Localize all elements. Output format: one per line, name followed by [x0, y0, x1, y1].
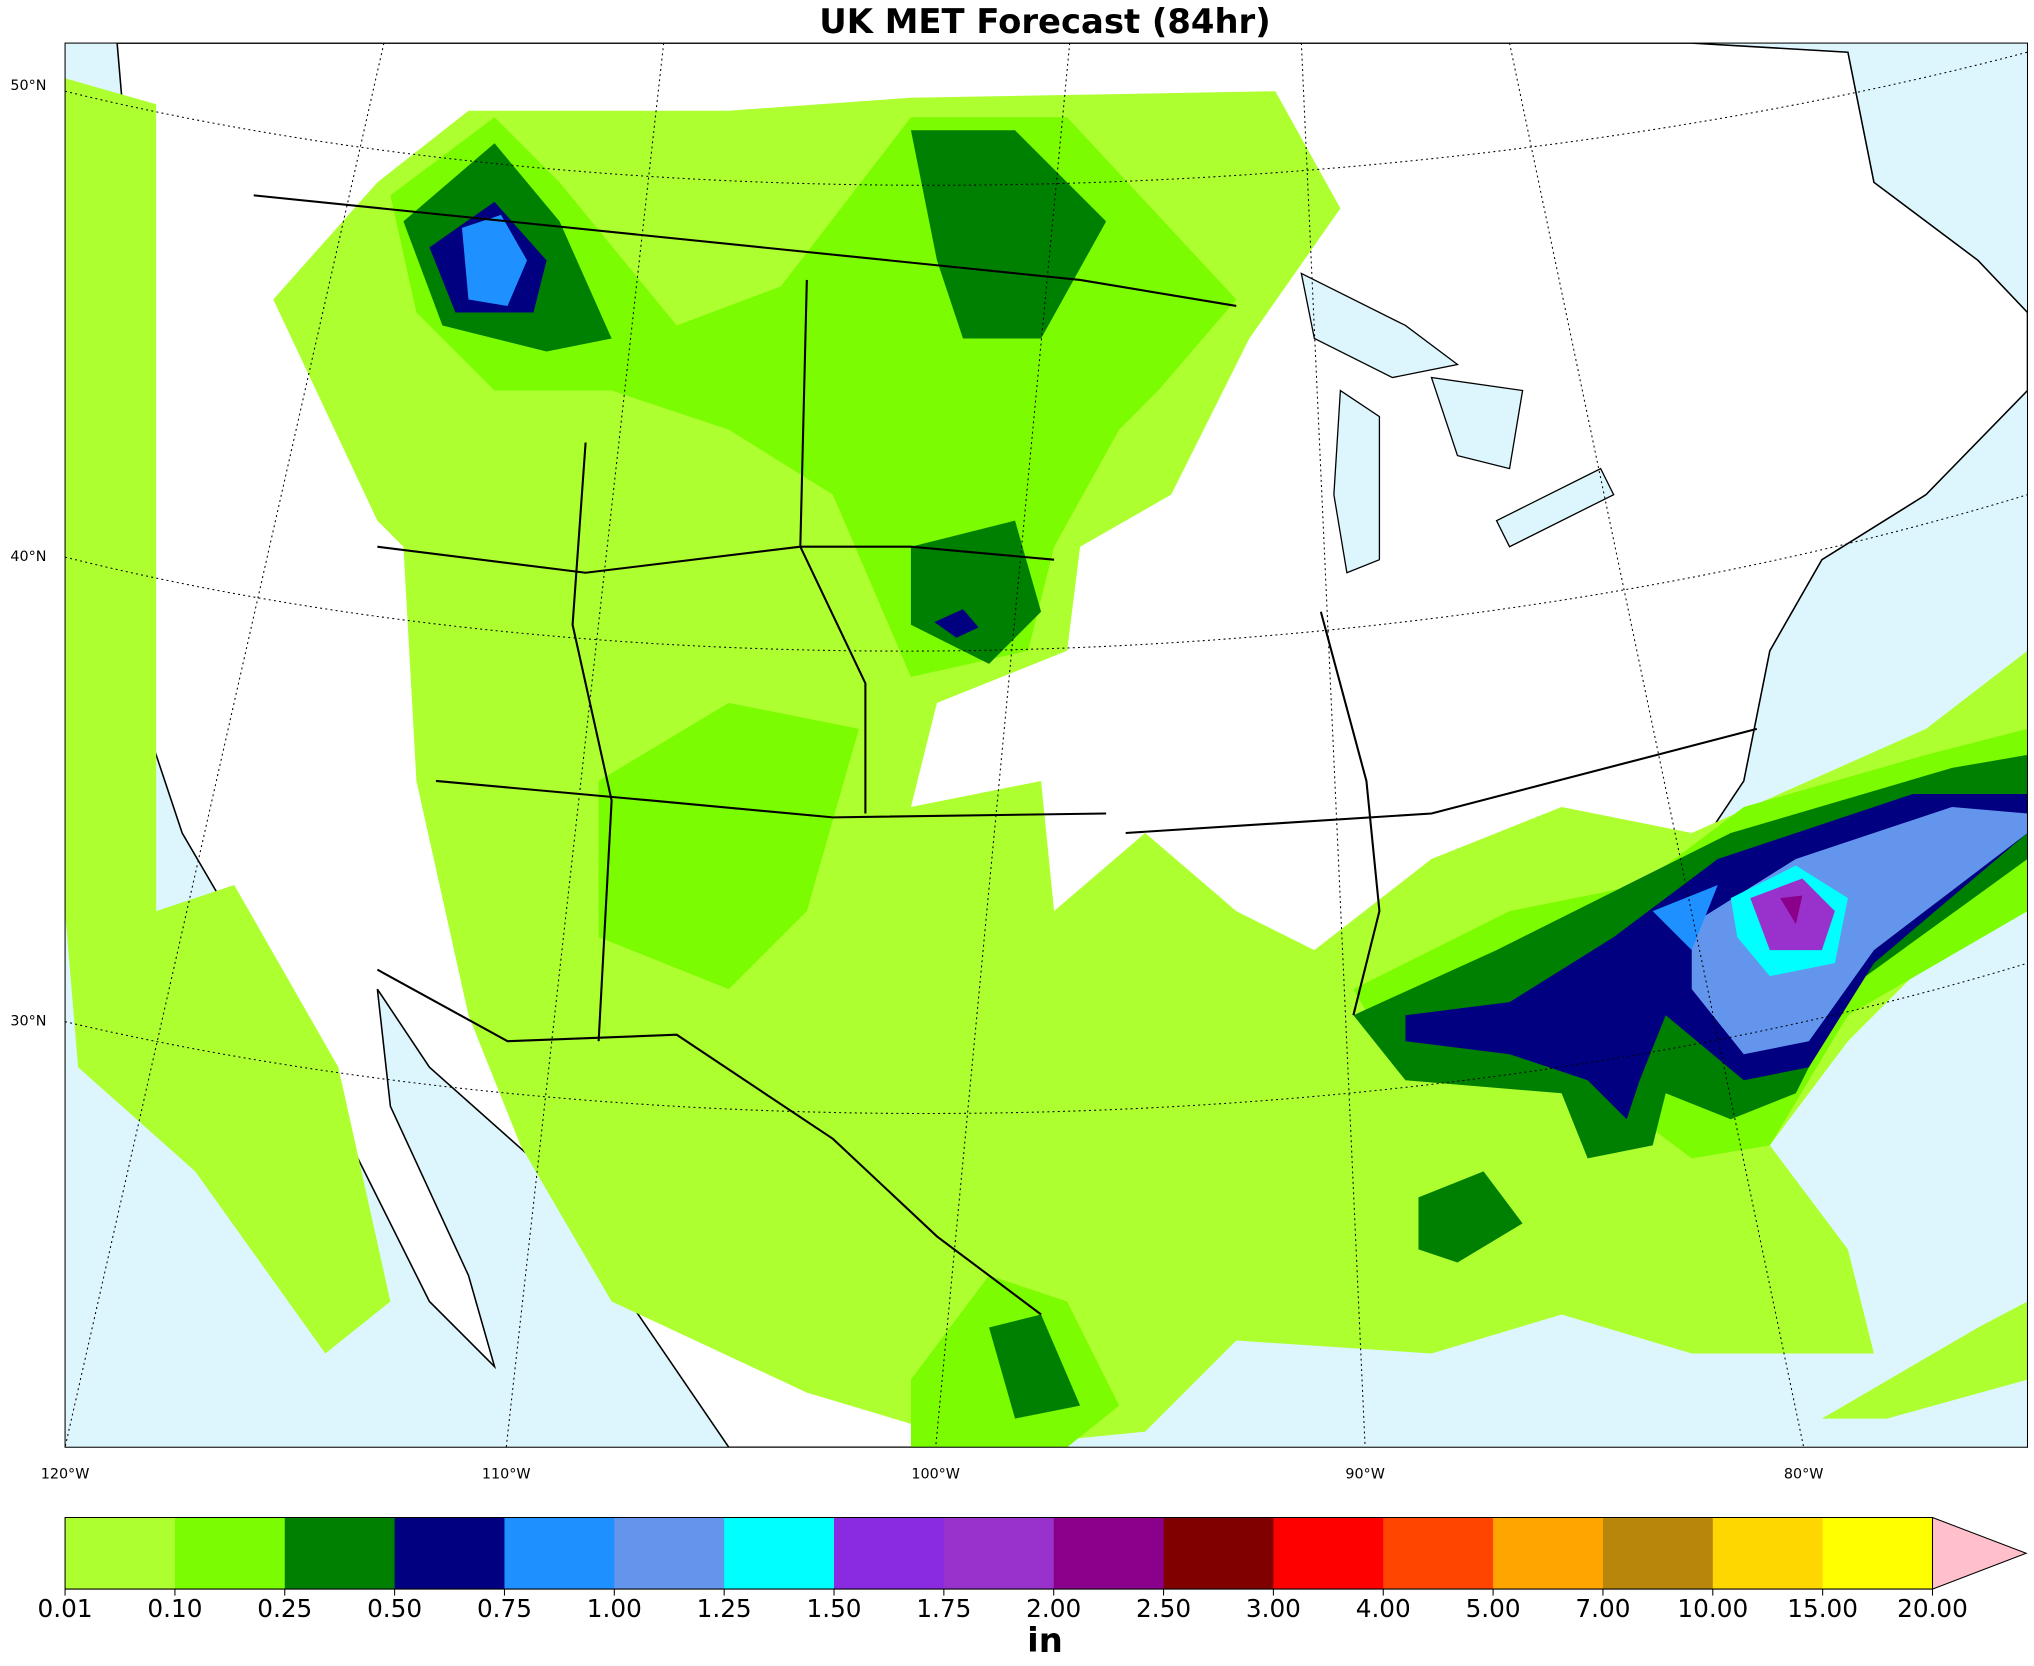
colorbar-tick-label: 0.75	[477, 1594, 532, 1623]
colorbar-bin	[1053, 1517, 1164, 1590]
colorbar-tick-label: 1.50	[806, 1594, 861, 1623]
lon-label: 80°W	[1784, 1467, 1823, 1483]
colorbar-tick-label: 0.25	[257, 1594, 312, 1623]
colorbar-extend	[1931, 1516, 2028, 1590]
colorbar-bin	[834, 1517, 945, 1590]
colorbar-tick-label: 10.00	[1677, 1594, 1748, 1623]
colorbar-tick-label: 15.00	[1787, 1594, 1858, 1623]
colorbar-bin	[614, 1517, 725, 1590]
colorbar-bin	[1822, 1517, 1933, 1590]
map-frame	[64, 42, 2029, 1448]
lat-label: 50°N	[10, 78, 46, 94]
colorbar-bin	[1273, 1517, 1384, 1590]
colorbar-bin	[1712, 1517, 1824, 1590]
colorbar-tick-label: 0.10	[147, 1594, 202, 1623]
colorbar-bin	[943, 1517, 1055, 1590]
precipitation	[65, 78, 2028, 1448]
colorbar: 0.01 0.10 0.25 0.50 0.75 1.00 1.25 1.50 1.75 2.00…	[38, 1516, 2028, 1623]
lat-label: 30°N	[10, 1014, 46, 1030]
colorbar-bin	[724, 1517, 835, 1590]
colorbar-unit: in	[1027, 1621, 1063, 1660]
colorbar-tick-label: 20.00	[1897, 1594, 1968, 1623]
colorbar-tick-label: 2.00	[1026, 1594, 1081, 1623]
lon-label: 90°W	[1345, 1467, 1384, 1483]
map: 50°N 40°N 30°N 120°W 110°W 100°W 90°W 80…	[10, 42, 2029, 1483]
colorbar-bin	[1493, 1517, 1604, 1590]
graticule	[65, 43, 2028, 1448]
colorbar-tick-label: 0.01	[38, 1594, 93, 1623]
borders	[253, 194, 1758, 1316]
lon-label: 100°W	[911, 1467, 960, 1483]
colorbar-bin	[1163, 1517, 1274, 1590]
colorbar-tick-label: 1.00	[587, 1594, 642, 1623]
colorbar-bin	[394, 1517, 505, 1590]
colorbar-bin	[1602, 1517, 1714, 1590]
colorbar-tick-label: 2.50	[1136, 1594, 1191, 1623]
colorbar-bin	[504, 1517, 615, 1590]
colorbar-bin	[174, 1517, 286, 1590]
lon-label: 110°W	[482, 1467, 531, 1483]
lon-label: 120°W	[41, 1467, 90, 1483]
colorbar-tick-label: 0.50	[367, 1594, 422, 1623]
colorbar-tick-label: 3.00	[1246, 1594, 1301, 1623]
colorbar-tick-label: 5.00	[1466, 1594, 1521, 1623]
title: UK MET Forecast (84hr)	[819, 2, 1270, 41]
colorbar-bin	[65, 1517, 176, 1590]
colorbar-tick-label: 1.25	[697, 1594, 752, 1623]
colorbar-bin	[284, 1517, 396, 1590]
colorbar-tick-label: 1.75	[916, 1594, 971, 1623]
colorbar-frame	[64, 1516, 1933, 1590]
colorbar-bin	[1383, 1517, 1494, 1590]
lat-label: 40°N	[10, 549, 46, 565]
colorbar-tick-label: 7.00	[1575, 1594, 1630, 1623]
lakes	[1300, 272, 1615, 574]
colorbar-tick-label: 4.00	[1356, 1594, 1411, 1623]
